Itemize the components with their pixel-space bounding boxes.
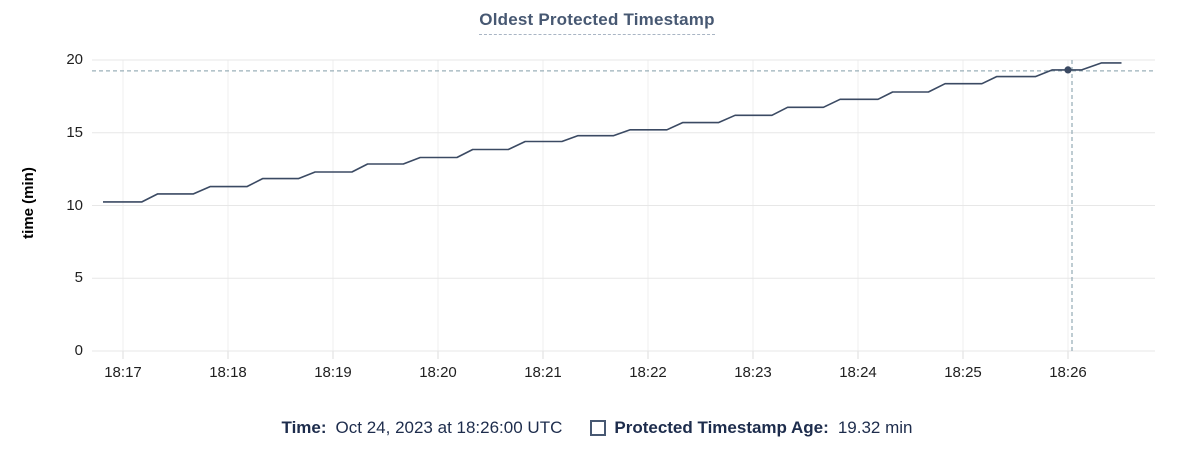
crosshair (92, 60, 1155, 351)
x-tick-label-18:20: 18:20 (419, 364, 457, 381)
x-tick-label-18:26: 18:26 (1049, 364, 1087, 381)
y-tick-label-0: 0 (74, 342, 83, 359)
legend-time: Time: Oct 24, 2023 at 18:26:00 UTC (282, 418, 563, 438)
plot-area[interactable] (0, 0, 1194, 410)
series-checkbox-icon[interactable] (590, 420, 607, 436)
y-axis-title: time (min) (20, 167, 37, 239)
x-tick-label-18:25: 18:25 (944, 364, 982, 381)
x-tick-label-18:24: 18:24 (839, 364, 877, 381)
chart-title[interactable]: Oldest Protected Timestamp (479, 10, 715, 35)
x-tick-label-18:21: 18:21 (524, 364, 562, 381)
x-tick-label-18:23: 18:23 (734, 364, 772, 381)
y-tick-label-20: 20 (66, 51, 83, 68)
y-tick-label-5: 5 (74, 269, 83, 287)
legend-time-label: Time: (281, 418, 327, 437)
chart-header: Oldest Protected Timestamp (0, 10, 1194, 35)
x-tick-label-18:19: 18:19 (314, 364, 352, 381)
x-tick-label-18:22: 18:22 (629, 364, 667, 381)
chart-legend: Time: Oct 24, 2023 at 18:26:00 UTC Prote… (0, 418, 1194, 438)
vertical-gridlines (122, 60, 1069, 359)
y-tick-label-10: 10 (66, 196, 83, 214)
legend-series-label: Protected Timestamp Age: (614, 418, 829, 437)
legend-time-value: Oct 24, 2023 at 18:26:00 UTC (335, 418, 563, 437)
horizontal-gridlines (92, 59, 1155, 352)
x-tick-label-18:17: 18:17 (104, 364, 142, 381)
x-tick-label-18:18: 18:18 (209, 364, 247, 381)
series-line (103, 62, 1122, 203)
hover-point (1064, 66, 1072, 74)
legend-series-toggle[interactable]: Protected Timestamp Age: 19.32 min (590, 418, 912, 438)
legend-series-value: 19.32 min (837, 418, 913, 437)
y-tick-label-15: 15 (66, 123, 83, 141)
